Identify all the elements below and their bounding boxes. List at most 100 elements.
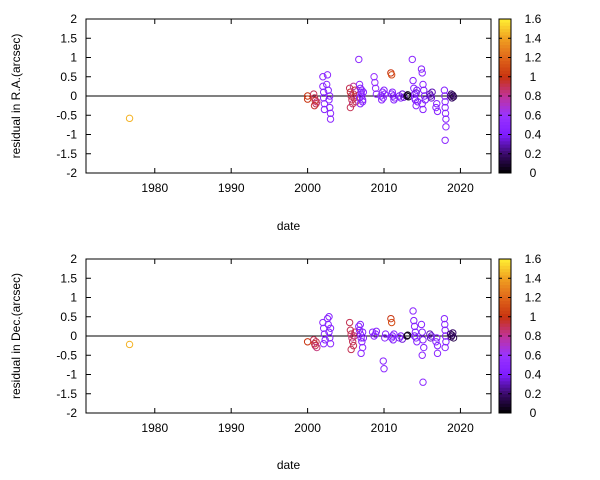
colorbar-tick-label: 0 (530, 406, 537, 420)
data-point (441, 103, 449, 112)
data-point (370, 73, 378, 81)
y-tick-label: 0 (70, 329, 77, 343)
colorbar-band (499, 108, 511, 113)
colorbar-band (499, 300, 511, 305)
data-point (410, 322, 419, 331)
colorbar-band (499, 259, 511, 263)
data-point (418, 69, 426, 77)
data-point (325, 313, 333, 321)
data-point (303, 95, 312, 103)
colorbar-band (499, 140, 511, 145)
colorbar-tick-label: 0.4 (525, 368, 542, 382)
colorbar-band (499, 262, 511, 266)
data-point (320, 330, 329, 338)
data-point (433, 341, 442, 350)
colorbar-band (499, 323, 511, 327)
data-point (442, 338, 450, 346)
data-point (412, 89, 420, 97)
data-point (320, 100, 329, 108)
data-point (319, 82, 327, 91)
colorbar-band (499, 156, 511, 161)
colorbar-band (499, 166, 511, 171)
colorbar-band (499, 387, 511, 391)
colorbar-band (499, 409, 511, 414)
data-point (359, 88, 368, 96)
data-point (442, 115, 450, 123)
data-point (404, 331, 412, 339)
colorbar-band (499, 22, 511, 26)
data-point (323, 71, 332, 79)
x-tick-label: 2000 (294, 421, 321, 435)
colorbar-tick-label: 0 (530, 166, 537, 180)
data-point (371, 84, 380, 93)
data-point (441, 326, 449, 334)
colorbar-band (499, 390, 511, 395)
y-tick-label: 2 (70, 252, 77, 266)
colorbar-band (499, 339, 511, 343)
colorbar-band (499, 79, 511, 84)
data-point (355, 55, 363, 64)
data-point (441, 109, 450, 118)
data-point (440, 314, 449, 323)
colorbar-band (499, 396, 511, 401)
x-tick-label: 2010 (371, 181, 398, 195)
data-point (125, 340, 134, 349)
colorbar-band (499, 73, 511, 78)
data-point (433, 334, 441, 342)
colorbar-band (499, 150, 511, 155)
data-point (409, 76, 417, 85)
y-tick-label: -0.5 (56, 348, 77, 362)
colorbar-band (499, 275, 511, 279)
colorbar-band (499, 121, 511, 126)
data-point (387, 314, 395, 323)
x-tick-label: 1980 (141, 181, 168, 195)
data-point (419, 378, 427, 386)
y-axis-title: residual in R.A.(arcsec) (9, 34, 23, 159)
colorbar-band (499, 278, 511, 282)
data-point (441, 320, 449, 329)
data-point (408, 55, 416, 64)
data-point (356, 100, 365, 108)
data-point (355, 322, 363, 331)
colorbar-band (499, 348, 511, 353)
colorbar-band (499, 169, 511, 174)
y-tick-label: 2 (70, 12, 77, 26)
data-point (312, 338, 320, 346)
colorbar-band (499, 31, 511, 36)
y-tick-label: 1.5 (60, 271, 77, 285)
colorbar-band (499, 35, 511, 39)
colorbar-tick-label: 1.4 (525, 31, 542, 45)
colorbar-band (499, 57, 511, 62)
colorbar-band (499, 131, 511, 135)
data-point (419, 105, 427, 114)
data-point (433, 100, 441, 108)
colorbar-band (499, 60, 511, 65)
colorbar-band (499, 54, 511, 58)
colorbar-tick-label: 0.4 (525, 128, 542, 142)
x-tick-label: 1980 (141, 421, 168, 435)
data-point (419, 80, 427, 89)
colorbar-band (499, 118, 511, 123)
data-point (380, 365, 388, 373)
data-point (426, 330, 434, 338)
colorbar-band (499, 403, 511, 407)
colorbar-band (499, 384, 511, 388)
colorbar-band (499, 268, 511, 273)
data-point (125, 114, 134, 123)
colorbar-band (499, 313, 511, 318)
colorbar-band (499, 380, 511, 385)
data-point (387, 71, 396, 79)
data-point (441, 136, 449, 144)
colorbar-band (499, 284, 511, 289)
colorbar-band (499, 128, 511, 132)
data-point (387, 318, 396, 327)
y-tick-label: -1.5 (56, 387, 77, 401)
colorbar-band (499, 326, 511, 330)
colorbar-band (499, 332, 511, 337)
data-point (432, 338, 440, 346)
colorbar-band (499, 319, 511, 324)
data-point (381, 330, 390, 338)
colorbar-band (499, 163, 511, 167)
colorbar-band (499, 400, 511, 404)
data-point (377, 92, 385, 100)
